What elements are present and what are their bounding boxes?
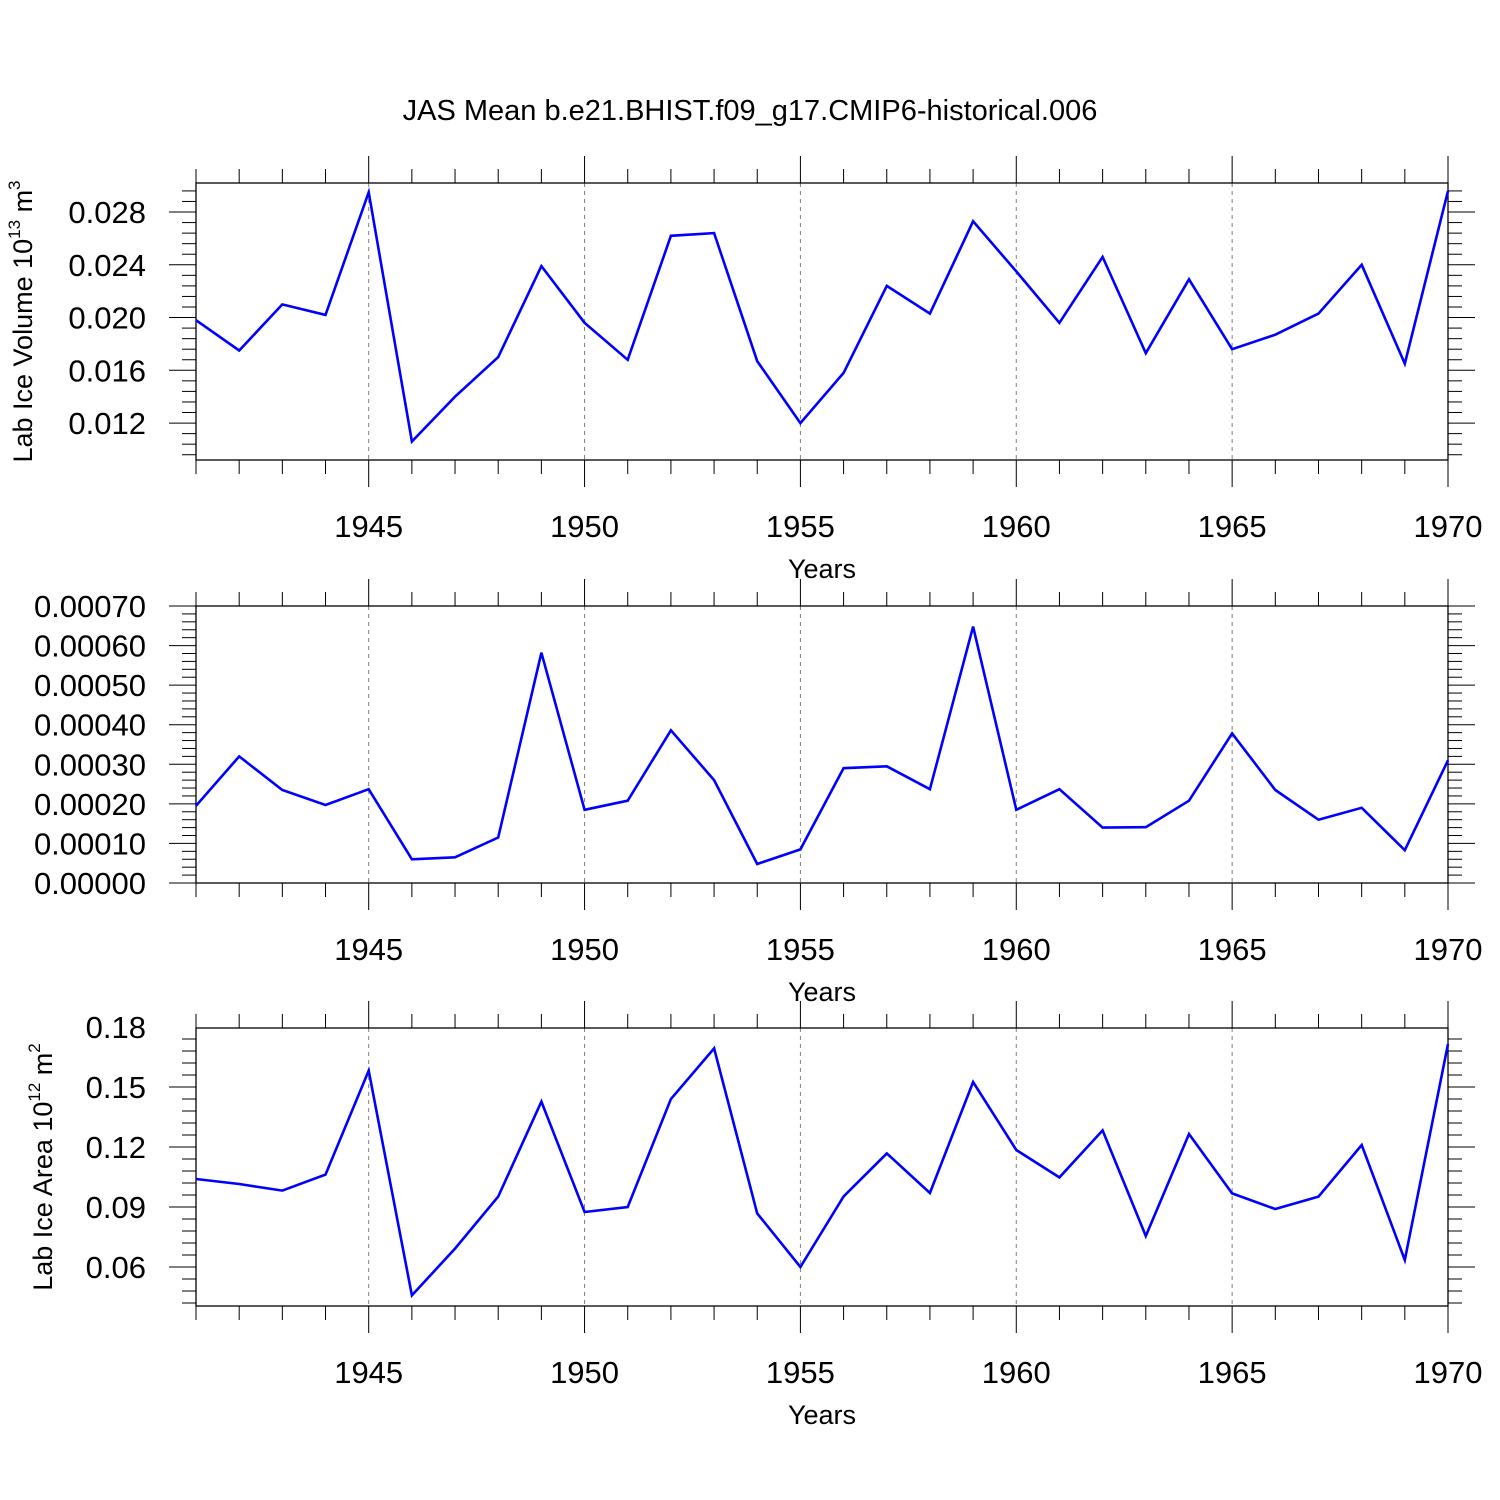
y-tick-label: 0.00030 — [34, 747, 146, 782]
y-tick-label: 0.09 — [86, 1190, 146, 1225]
y-tick-label: 0.15 — [86, 1070, 146, 1105]
x-tick-label: 1945 — [334, 509, 403, 544]
x-tick-label: 1970 — [1414, 509, 1483, 544]
y-tick-label: 0.00040 — [34, 708, 146, 743]
x-tick-label: 1960 — [982, 1355, 1051, 1390]
y-axis-label: Lab Snow Volume 1013 m3 — [0, 588, 4, 902]
x-tick-label: 1945 — [334, 1355, 403, 1390]
x-tick-label: 1955 — [766, 1355, 835, 1390]
x-tick-label: 1960 — [982, 932, 1051, 967]
series-line — [195, 626, 1450, 866]
x-tick-label: 1955 — [766, 932, 835, 967]
x-axis-label: Years — [788, 977, 856, 1007]
y-tick-label: 0.024 — [68, 248, 146, 283]
y-tick-label: 0.020 — [68, 301, 146, 336]
chart-title: JAS Mean b.e21.BHIST.f09_g17.CMIP6-histo… — [403, 95, 1098, 127]
x-axis-label: Years — [788, 554, 856, 584]
panels: 1945 1950 1955 1960 1965 1970 0.012 0.016 0.020 0… — [0, 156, 1482, 1430]
y-tick-label: 0.016 — [68, 353, 146, 388]
y-tick-label: 0.012 — [68, 406, 146, 441]
series-line — [195, 1043, 1450, 1299]
x-tick-label: 1945 — [334, 932, 403, 967]
y-tick-label: 0.00050 — [34, 668, 146, 703]
y-tick-label: 0.028 — [68, 195, 146, 230]
x-tick-label: 1970 — [1414, 1355, 1483, 1390]
y-axis-label: Lab Ice Volume 1013 m3 — [5, 180, 38, 462]
x-tick-label: 1955 — [766, 509, 835, 544]
y-axis-label: Lab Ice Area 1012 m2 — [25, 1043, 58, 1291]
x-tick-label: 1950 — [550, 509, 619, 544]
y-tick-label: 0.00000 — [34, 866, 146, 901]
plot-frame — [195, 605, 1449, 884]
y-tick-label: 0.06 — [86, 1250, 146, 1285]
panel-1: 1945 1950 1955 1960 1965 1970 0.012 0.016 0.020 0… — [5, 156, 1482, 584]
x-tick-label: 1960 — [982, 509, 1051, 544]
y-tick-label: 0.00070 — [34, 589, 146, 624]
x-tick-label: 1950 — [550, 932, 619, 967]
x-axis-label: Years — [788, 1400, 856, 1430]
x-tick-label: 1965 — [1198, 1355, 1267, 1390]
y-tick-label: 0.00060 — [34, 629, 146, 664]
x-tick-label: 1965 — [1198, 509, 1267, 544]
panel-3: 1945 1950 1955 1960 1965 1970 0.06 0.09 0.12 0.15… — [25, 1001, 1482, 1430]
y-tick-label: 0.12 — [86, 1130, 146, 1165]
plot-frame — [195, 1027, 1449, 1307]
y-tick-label: 0.00010 — [34, 826, 146, 861]
x-tick-label: 1950 — [550, 1355, 619, 1390]
series-line — [195, 187, 1450, 445]
y-tick-label: 0.18 — [86, 1010, 146, 1045]
panel-2: 1945 1950 1955 1960 1965 1970 0.00000 0.00010 0.… — [0, 579, 1482, 1007]
x-tick-label: 1965 — [1198, 932, 1267, 967]
x-tick-label: 1970 — [1414, 932, 1483, 967]
y-tick-label: 0.00020 — [34, 787, 146, 822]
